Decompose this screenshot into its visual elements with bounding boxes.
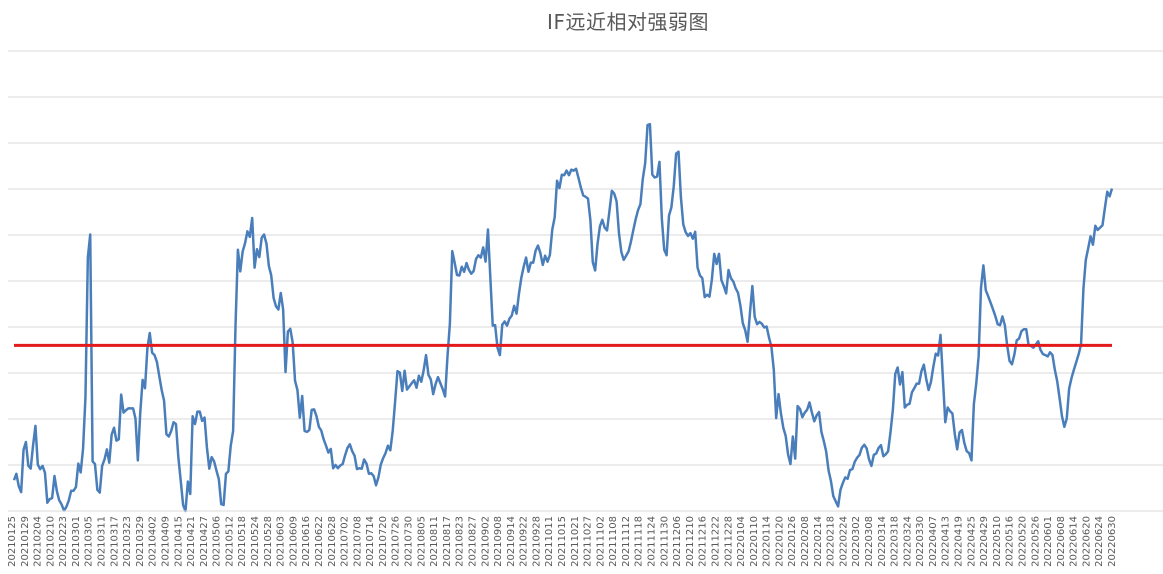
x-tick-label: 20220510 (992, 516, 1003, 567)
x-tick-label: 20210622 (314, 516, 325, 567)
x-tick-label: 20211021 (570, 516, 581, 567)
x-tick-label: 20220614 (1069, 516, 1080, 567)
x-tick-label: 20220224 (838, 516, 849, 567)
x-tick-label: 20211222 (710, 516, 721, 567)
x-tick-label: 20210720 (378, 516, 389, 567)
x-tick-label: 20210125 (7, 516, 18, 567)
x-tick-label: 20210730 (404, 516, 415, 567)
x-tick-label: 20211015 (557, 516, 568, 567)
x-tick-label: 20211108 (608, 516, 619, 567)
x-tick-label: 20211011 (544, 516, 555, 567)
x-tick-label: 20211210 (685, 516, 696, 567)
x-tick-label: 20220114 (762, 516, 773, 567)
x-tick-label: 20220620 (1081, 516, 1092, 567)
x-tick-label: 20210409 (160, 516, 171, 567)
x-tick-label: 20220308 (864, 516, 875, 567)
x-tick-label: 20210317 (109, 516, 120, 567)
series-line (12, 122, 1114, 513)
x-tick-label: 20210129 (20, 516, 31, 567)
x-tick-label: 20220126 (787, 516, 798, 567)
x-tick-label: 20210714 (365, 516, 376, 567)
x-tick-label: 20210922 (519, 516, 530, 567)
x-tick-label: 20220214 (813, 516, 824, 567)
x-tick-label: 20210329 (135, 516, 146, 567)
x-tick-label: 20210415 (173, 516, 184, 567)
x-tick-label: 20210512 (224, 516, 235, 567)
x-tick-label: 20210204 (33, 516, 44, 567)
x-axis: 20210125 20210129 20210204 20210210 20210223… (7, 510, 1163, 567)
x-tick-label: 20210311 (97, 516, 108, 567)
x-tick-label: 20210817 (442, 516, 453, 567)
x-tick-label: 20210609 (288, 516, 299, 567)
x-tick-label: 20211130 (659, 516, 670, 567)
x-tick-label: 20210914 (506, 516, 517, 567)
x-tick-label: 20220110 (749, 516, 760, 567)
x-tick-label: 20220302 (851, 516, 862, 567)
x-tick-label: 20220516 (1005, 516, 1016, 567)
chart-title: IF远近相对强弱图 (547, 10, 709, 34)
x-tick-label: 20210908 (493, 516, 504, 567)
x-tick-label: 20220425 (966, 516, 977, 567)
x-tick-label: 20220526 (1030, 516, 1041, 567)
x-tick-label: 20220218 (826, 516, 837, 567)
series-group (12, 122, 1114, 513)
x-tick-label: 20210305 (84, 516, 95, 567)
x-tick-label: 20210708 (352, 516, 363, 567)
x-tick-label: 20220407 (928, 516, 939, 567)
x-tick-label: 20220324 (902, 516, 913, 567)
x-tick-label: 20210811 (429, 516, 440, 567)
x-tick-label: 20210902 (480, 516, 491, 567)
x-tick-label: 20210827 (467, 516, 478, 567)
x-tick-label: 20210421 (186, 516, 197, 567)
x-tick-label: 20210223 (58, 516, 69, 567)
x-tick-label: 20220520 (1017, 516, 1028, 567)
x-tick-label: 20220429 (979, 516, 990, 567)
x-tick-label: 20220208 (800, 516, 811, 567)
x-tick-label: 20220601 (1043, 516, 1054, 567)
x-tick-label: 20220318 (890, 516, 901, 567)
x-tick-label: 20211206 (672, 516, 683, 567)
x-tick-label: 20211216 (698, 516, 709, 567)
x-tick-label: 20220314 (877, 516, 888, 567)
x-tick-label: 20220608 (1056, 516, 1067, 567)
x-tick-label: 20220624 (1094, 516, 1105, 567)
x-tick-label: 20210518 (237, 516, 248, 567)
x-tick-label: 20220413 (941, 516, 952, 567)
x-tick-label: 20210928 (531, 516, 542, 567)
x-tick-label: 20210603 (276, 516, 287, 567)
x-tick-label: 20210301 (71, 516, 82, 567)
x-tick-label: 20220120 (774, 516, 785, 567)
x-tick-label: 20220630 (1107, 516, 1118, 567)
grid-lines (8, 50, 1163, 512)
x-tick-label: 20210726 (391, 516, 402, 567)
x-tick-label: 20220419 (954, 516, 965, 567)
x-tick-label: 20211124 (647, 516, 658, 567)
x-tick-label: 20210528 (263, 516, 274, 567)
x-tick-label: 20210616 (301, 516, 312, 567)
x-tick-label: 20211027 (583, 516, 594, 567)
x-tick-label: 20211102 (595, 516, 606, 567)
x-tick-label: 20210210 (45, 516, 56, 567)
x-tick-label: 20210323 (122, 516, 133, 567)
x-tick-label: 20210506 (212, 516, 223, 567)
x-tick-label: 20210628 (327, 516, 338, 567)
x-tick-label: 20210427 (199, 516, 210, 567)
x-tick-label: 20210524 (250, 516, 261, 567)
x-tick-label: 20210805 (416, 516, 427, 567)
x-tick-label: 20210402 (148, 516, 159, 567)
x-tick-label: 20210823 (455, 516, 466, 567)
x-tick-label: 20211118 (634, 516, 645, 567)
x-tick-label: 20211112 (621, 516, 632, 567)
x-tick-label: 20211228 (723, 516, 734, 567)
x-tick-label: 20220104 (736, 516, 747, 567)
x-tick-label: 20210702 (340, 516, 351, 567)
x-tick-label: 20220330 (915, 516, 926, 567)
